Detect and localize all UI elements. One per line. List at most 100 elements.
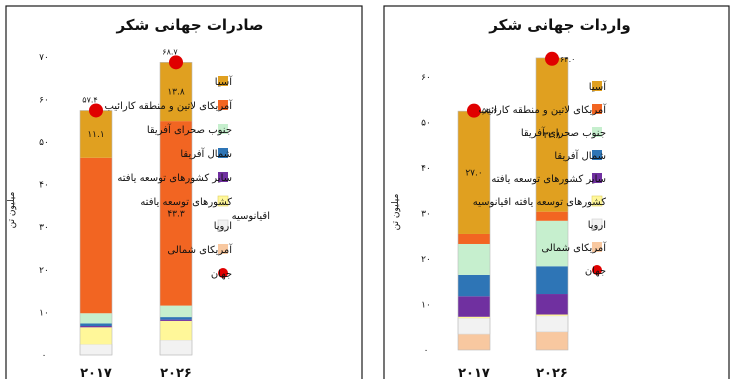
exports-segment-label-1: ۴۳.۳: [167, 209, 185, 219]
exports-total-dot-0: [89, 103, 103, 118]
imports-total-dot-1: [545, 51, 559, 66]
exports-bar-segment-اروپا-1: [159, 339, 193, 356]
exports-y-tick-label: ۰: [42, 351, 47, 361]
imports-bar-segment-شمال-آفریقا-1: [536, 266, 568, 295]
imports-y-tick-label: ۳۰: [421, 210, 431, 220]
exports-bars: ۵۷.۴ ۶۸.۷ ۴۳.۳ ۱۱.۱ ۱۳.۸: [79, 47, 193, 356]
imports-legend-swatch: [592, 81, 602, 91]
exports-bar-segment-آسیا-1: [160, 62, 192, 122]
imports-legend-swatch-world: [592, 265, 602, 275]
imports-legend-label: کشورهای توسعه یافته اقیانوسیه: [473, 197, 606, 208]
exports-bar-segment-سایر-کشورهای-توسعه-یافته-0: [80, 326, 112, 328]
imports-legend: آسیا آمریکای لاتین و منطقه کارائیب جنوب صح…: [473, 80, 607, 277]
exports-bar-segment-آسیا-0: [80, 110, 112, 158]
imports-total-dot-0: [467, 103, 481, 118]
imports-y-tick-label: ۵۰: [421, 119, 431, 129]
exports-legend-swatch: [217, 219, 229, 231]
exports-legend-label: شمال آفریقا: [180, 147, 232, 160]
exports-legend-label: کشورهای توسعه یافتهاقیانوسیه: [140, 197, 270, 222]
imports-y-tick-label: ۴۰: [421, 164, 431, 174]
exports-y-tick-label: ۱۰: [39, 308, 49, 318]
exports-bar-segment-آمریکای-لاتین-و-منطقه-کارائیب-1: [160, 121, 192, 306]
exports-total-label-0: ۵۷.۴: [82, 95, 97, 104]
imports-y-tick-label: ۰: [424, 346, 429, 356]
imports-legend-label: آسیا: [589, 80, 607, 93]
imports-legend-swatch: [592, 242, 602, 252]
imports-y-tick-label: ۲۰: [421, 255, 431, 265]
imports-legend-label: اروپا: [588, 220, 606, 231]
exports-bar-segment-اروپا-0: [79, 344, 113, 356]
exports-category-labels: ۲۰۱۷ ۲۰۲۶: [80, 366, 192, 379]
imports-legend-swatch: [592, 173, 602, 183]
imports-chart-title: واردات جهانی شکر: [488, 16, 630, 34]
exports-segment-label-0: ۱۱.۱: [87, 130, 104, 140]
exports-bar-segment-شمال-آفریقا-0: [80, 323, 112, 327]
imports-y-ticks: ۰ ۱۰ ۲۰ ۳۰ ۴۰ ۵۰ ۶۰: [421, 73, 431, 356]
imports-legend-label: آمریکای لاتین و منطقه کارائیب: [478, 103, 607, 116]
exports-y-axis-label: میلیون تن: [7, 191, 17, 228]
exports-chart-panel: صادرات جهانی شکر میلیون تن ۰ ۱۰ ۲۰ ۳۰ ۴۰ ۵۰ ۶۰…: [5, 5, 363, 379]
exports-y-tick-label: ۲۰: [39, 266, 49, 276]
imports-bar-segment-آمریکای-شمالی-0: [458, 334, 490, 350]
imports-y-axis-label: میلیون تن: [391, 193, 401, 230]
imports-legend-swatch: [592, 104, 602, 114]
imports-legend-swatch: [591, 218, 603, 230]
exports-legend: آسیا آمریکای لاتین و منطقه کارائیب جنوب صح…: [104, 75, 270, 280]
imports-bar-segment-کشورهای-توسعه-یافته-اقیانوسیه-0: [458, 316, 490, 319]
exports-legend-label: آسیا: [215, 75, 233, 88]
exports-legend-swatch: [218, 76, 228, 86]
imports-bar-segment-سایر-کشورهای-توسعه-یافته-0: [458, 296, 490, 317]
imports-legend-label: جنوب صحرای آفریقا: [521, 126, 606, 139]
exports-y-tick-label: ۷۰: [39, 53, 49, 63]
imports-bars: ۵۲.۶ ۶۴.۰ ۲۷.۰ ۳۲.۸: [457, 51, 575, 351]
exports-bar-segment-کشورهای-توسعه-یافته-اقیانوسیه-0: [80, 327, 112, 345]
imports-bar-segment-آسیا-0: [458, 111, 490, 234]
imports-category-label: ۲۰۲۶: [536, 366, 568, 379]
exports-legend-swatch: [217, 195, 229, 207]
imports-legend-swatch: [591, 195, 603, 207]
imports-total-label-0: ۵۲.۶: [482, 107, 497, 116]
imports-bar-segment-آمریکای-شمالی-1: [536, 331, 568, 350]
imports-y-tick-label: ۶۰: [421, 73, 431, 83]
exports-total-dot-1: [169, 55, 183, 70]
imports-chart-panel: واردات جهانی شکر میلیون تن ۰ ۱۰ ۲۰ ۳۰ ۴۰ ۵۰ ۶۰…: [383, 5, 730, 379]
exports-y-ticks: ۰ ۱۰ ۲۰ ۳۰ ۴۰ ۵۰ ۶۰ ۷۰: [39, 53, 49, 361]
imports-bar-segment-اروپا-0: [457, 317, 491, 335]
exports-bar-segment-شمال-آفریقا-1: [160, 317, 192, 320]
exports-total-label-1: ۶۸.۷: [162, 47, 178, 56]
exports-legend-label: اروپا: [214, 221, 232, 232]
exports-legend-swatch-world: [218, 268, 228, 278]
exports-bar-segment-سایر-کشورهای-توسعه-یافته-1: [160, 319, 192, 321]
exports-category-label: ۲۰۲۶: [160, 366, 192, 379]
exports-legend-label: آمریکای لاتین و منطقه کارائیب: [104, 99, 233, 112]
imports-category-label: ۲۰۱۷: [458, 366, 490, 379]
exports-bar-segment-کشورهای-توسعه-یافته-اقیانوسیه-1: [160, 320, 192, 341]
imports-bar-segment-شمال-آفریقا-0: [458, 274, 490, 297]
imports-legend-label: جهان: [585, 266, 606, 277]
exports-bar-segment-جنوب-صحرای-آفریقا-1: [160, 305, 192, 318]
imports-bar-segment-جنوب-صحرای-آفریقا-0: [458, 243, 490, 275]
imports-legend-swatch: [592, 150, 602, 160]
exports-legend-swatch: [218, 244, 228, 254]
imports-bar-segment-جنوب-صحرای-آفریقا-1: [536, 220, 568, 267]
imports-bar-segment-اروپا-1: [535, 315, 569, 333]
exports-legend-swatch: [218, 124, 228, 134]
imports-bar-segment-کشورهای-توسعه-یافته-اقیانوسیه-1: [536, 314, 568, 316]
imports-bar-segment-آسیا-1: [536, 57, 568, 212]
exports-y-tick-label: ۵۰: [39, 138, 49, 148]
exports-y-tick-label: ۶۰: [39, 95, 49, 105]
imports-segment-label-1: ۳۲.۸: [543, 131, 561, 141]
exports-segment-label-1: ۱۳.۸: [167, 88, 185, 98]
imports-legend-label: آمریکای شمالی: [541, 241, 607, 254]
imports-legend-swatch: [592, 127, 602, 137]
imports-total-label-1: ۶۴.۰: [560, 55, 575, 64]
imports-legend-label: سایر کشورهای توسعه یافته: [491, 174, 606, 185]
exports-legend-swatch: [218, 148, 228, 158]
exports-y-tick-label: ۴۰: [39, 181, 49, 191]
exports-legend-label: جهان: [211, 269, 232, 280]
imports-legend-label: شمال آفریقا: [554, 149, 606, 162]
exports-bar-segment-آمریکای-لاتین-و-منطقه-کارائیب-0: [80, 157, 112, 314]
exports-bar-segment-جنوب-صحرای-آفریقا-0: [80, 313, 112, 324]
exports-chart-title: صادرات جهانی شکر: [115, 16, 263, 34]
